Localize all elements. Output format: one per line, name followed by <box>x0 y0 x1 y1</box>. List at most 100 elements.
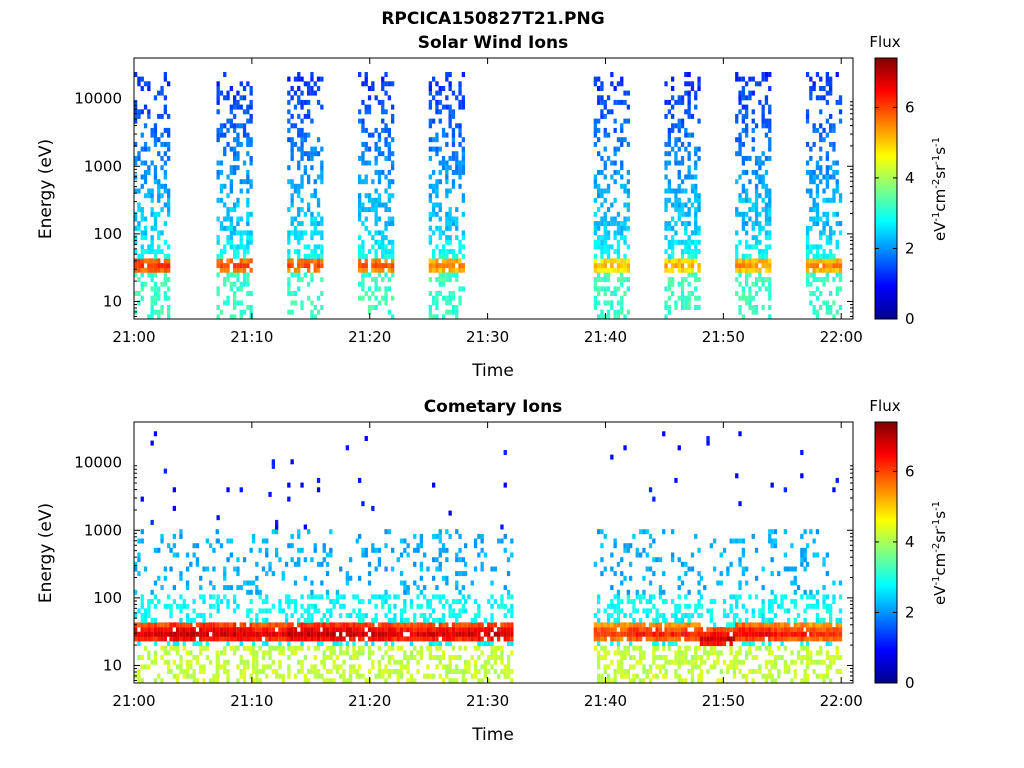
heatmap-cell <box>172 585 176 591</box>
heatmap-cell <box>610 202 614 208</box>
heatmap-cell <box>741 552 745 558</box>
heatmap-cell <box>777 622 781 628</box>
heatmap-cell <box>787 631 791 637</box>
heatmap-cell <box>448 86 452 91</box>
heatmap-cell <box>735 211 739 217</box>
heatmap-cell <box>445 211 449 217</box>
heatmap-cell <box>600 678 604 684</box>
heatmap-cell <box>185 585 190 591</box>
heatmap-cell <box>435 137 439 143</box>
heatmap-cell <box>374 160 378 166</box>
heatmap-cell <box>384 543 388 549</box>
heatmap-cell <box>832 636 836 642</box>
heatmap-cell <box>620 300 624 306</box>
heatmap-cell <box>674 617 678 623</box>
heatmap-cell <box>406 585 410 591</box>
heatmap-cell <box>297 230 301 236</box>
heatmap-cell <box>342 627 346 633</box>
heatmap-cell <box>255 650 259 656</box>
heatmap-cell <box>179 664 183 670</box>
heatmap-cell <box>480 664 484 670</box>
heatmap-cell <box>754 169 759 175</box>
heatmap-cell <box>819 636 823 642</box>
heatmap-cell <box>477 636 481 642</box>
heatmap-cell <box>239 309 243 315</box>
heatmap-cell <box>140 594 144 600</box>
heatmap-cell <box>251 650 256 656</box>
heatmap-cell <box>160 533 164 539</box>
heatmap-cell <box>680 258 685 264</box>
heatmap-cell <box>303 137 307 143</box>
heatmap-cell <box>150 305 154 310</box>
heatmap-cell <box>648 599 653 605</box>
heatmap-cell <box>310 151 314 157</box>
heatmap-cell <box>626 104 630 110</box>
heatmap-cell <box>812 244 816 250</box>
heatmap-cell <box>409 599 414 605</box>
heatmap-cell <box>620 659 624 665</box>
heatmap-cell <box>838 305 843 310</box>
heatmap-cell <box>153 655 158 660</box>
heatmap-cell <box>741 641 745 647</box>
heatmap-cell <box>825 151 829 157</box>
heatmap-cell <box>600 645 604 651</box>
heatmap-cell <box>796 655 801 660</box>
heatmap-cell <box>435 225 439 231</box>
heatmap-cell <box>448 272 452 278</box>
heatmap-cell <box>674 305 678 310</box>
heatmap-cell <box>503 631 507 637</box>
heatmap-cell <box>358 617 362 623</box>
heatmap-cell <box>829 123 833 129</box>
heatmap-cell <box>150 631 154 637</box>
heatmap-cell <box>438 627 442 633</box>
heatmap-cell <box>773 636 778 642</box>
heatmap-cell <box>423 613 427 619</box>
heatmap-cell <box>768 277 772 283</box>
heatmap-cell <box>249 104 253 110</box>
heatmap-cell <box>320 221 324 227</box>
heatmap-cell <box>726 566 730 572</box>
heatmap-cell <box>202 645 206 651</box>
heatmap-cell <box>635 547 639 553</box>
heatmap-cell <box>745 221 749 227</box>
heatmap-cell <box>358 477 362 483</box>
heatmap-cell <box>603 627 607 633</box>
heatmap-cell <box>432 137 436 143</box>
heatmap-cell <box>455 151 459 157</box>
heatmap-cell <box>445 669 449 674</box>
heatmap-cell <box>503 547 507 553</box>
heatmap-cell <box>835 645 839 651</box>
heatmap-cell <box>320 230 324 236</box>
heatmap-cell <box>212 566 216 572</box>
heatmap-cell <box>335 589 340 595</box>
heatmap-cell <box>822 627 826 633</box>
heatmap-cell <box>316 99 321 105</box>
heatmap-cell <box>435 314 439 320</box>
heatmap-cell <box>655 622 659 628</box>
heatmap-cell <box>355 631 359 637</box>
heatmap-cell <box>300 235 304 241</box>
heatmap-cell <box>626 286 630 292</box>
heatmap-cell <box>287 309 291 315</box>
heatmap-cell <box>694 627 698 633</box>
heatmap-cell <box>150 127 154 133</box>
heatmap-cell <box>603 263 607 269</box>
heatmap-cell <box>313 253 317 259</box>
heatmap-cell <box>674 659 678 665</box>
heatmap-cell <box>477 655 481 660</box>
heatmap-cell <box>246 636 250 642</box>
heatmap-cell <box>448 267 452 273</box>
heatmap-cell <box>216 160 220 166</box>
heatmap-cell <box>694 249 698 255</box>
heatmap-cell <box>438 622 442 628</box>
heatmap-cell <box>258 669 262 674</box>
heatmap-cell <box>835 477 839 483</box>
heatmap-cell <box>680 561 685 567</box>
heatmap-cell <box>703 631 707 637</box>
heatmap-cell <box>172 487 176 493</box>
heatmap-cell <box>732 655 737 660</box>
heatmap-cell <box>441 155 446 161</box>
heatmap-cell <box>441 603 446 609</box>
heatmap-cell <box>461 151 465 157</box>
heatmap-cell <box>381 631 385 637</box>
